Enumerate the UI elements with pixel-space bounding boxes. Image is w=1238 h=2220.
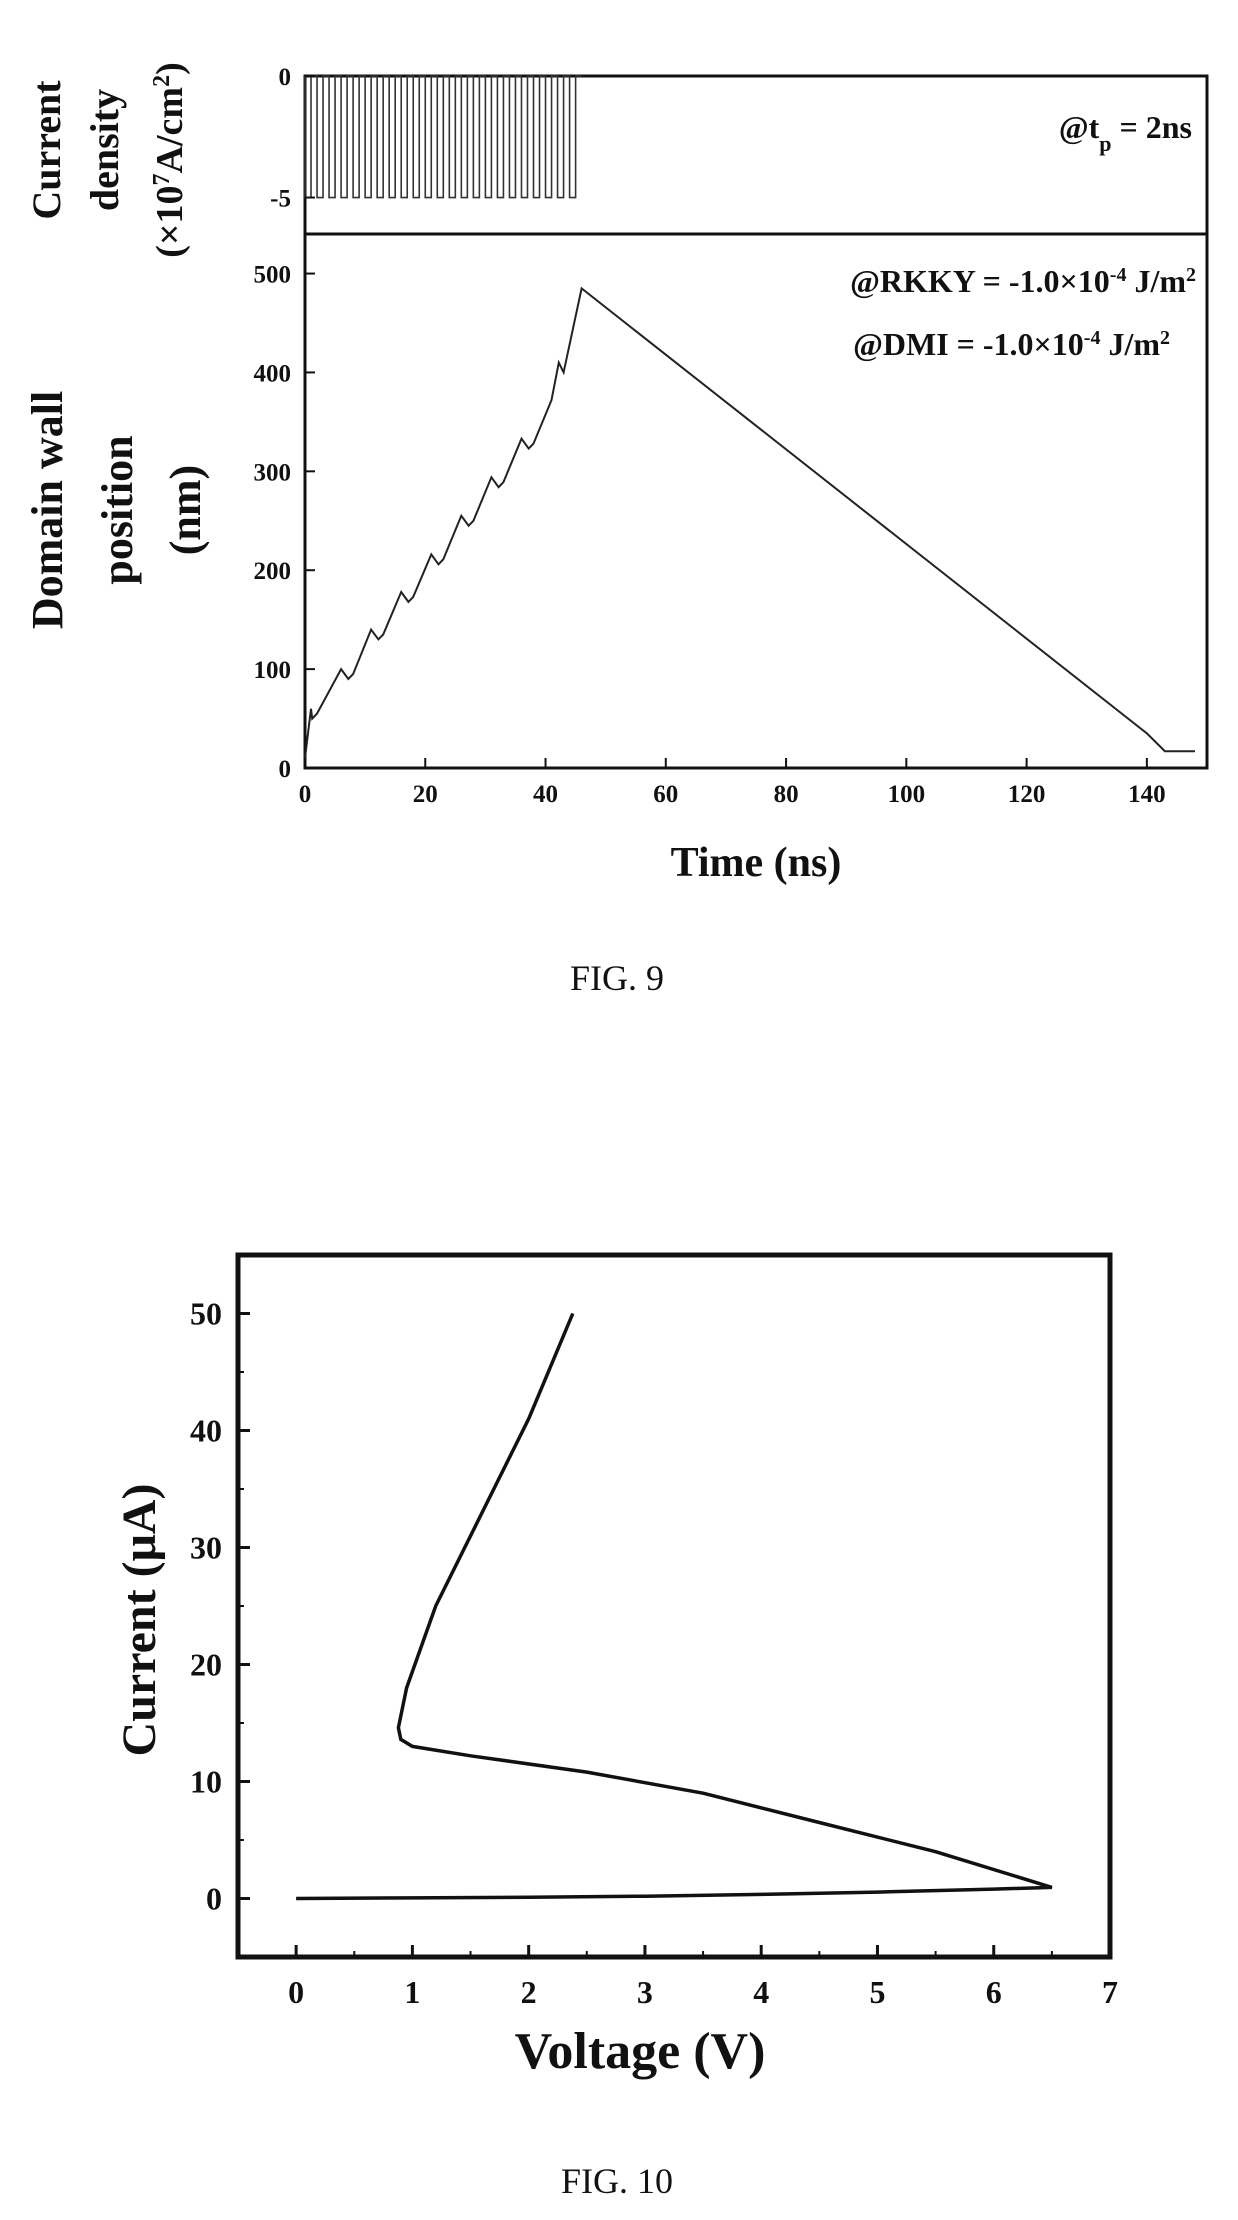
fig10-iv-curve xyxy=(296,1312,1053,1901)
fig9-top-ytick-label: 0 xyxy=(279,64,292,91)
fig10-xtick-label: 5 xyxy=(869,1974,885,2010)
fig9-bottom-panel: 0 20 40 60 80 100 120 140 0 100 200 300 400 500 @RKK… xyxy=(254,232,1209,808)
fig9-ytick-label: 100 xyxy=(254,657,292,684)
fig10-xtick-label: 4 xyxy=(753,1974,769,2010)
fig9-bottom-frame xyxy=(303,232,1209,770)
fig9-xtick-label: 40 xyxy=(533,781,558,808)
fig9-xtick-label: 80 xyxy=(774,781,799,808)
fig10-xtick-label: 2 xyxy=(521,1974,537,2010)
fig9-top-frame xyxy=(303,74,1209,236)
fig9-ytick-label: 0 xyxy=(279,756,292,783)
fig9-xtick-label: 100 xyxy=(888,781,926,808)
fig10-ytick-label: 0 xyxy=(206,1881,222,1917)
fig9-top-panel: 0 -5 @tp = 2ns xyxy=(270,64,1209,236)
fig10-xtick-label: 1 xyxy=(404,1974,420,2010)
fig9-xtick-label: 120 xyxy=(1008,781,1046,808)
fig9-caption: FIG. 9 xyxy=(570,958,664,998)
fig9-top-ylabel-line2: density xyxy=(82,89,127,211)
fig10-caption: FIG. 10 xyxy=(561,2161,673,2201)
fig9-bottom-ylabel-line3: (nm) xyxy=(161,465,210,555)
fig9-ytick-label: 500 xyxy=(254,262,292,289)
fig9-xtick-label: 60 xyxy=(653,781,678,808)
fig9-bottom-ylabel-line1: Domain wall xyxy=(23,391,72,629)
fig10-ylabel: Current (μA) xyxy=(113,1484,166,1757)
fig9-ytick-label: 400 xyxy=(254,360,292,387)
fig10-ytick-label: 40 xyxy=(190,1413,222,1449)
fig9-annotation-dmi: @DMI = -1.0×10-4 J/m2 xyxy=(853,326,1170,362)
fig10-ytick-label: 20 xyxy=(190,1647,222,1683)
fig9-top-annotation: @tp = 2ns xyxy=(1059,109,1192,156)
fig9-xlabel: Time (ns) xyxy=(671,840,842,886)
fig10-frame xyxy=(235,1252,1113,1960)
fig9-domain-wall-line xyxy=(304,286,1195,759)
fig9-xtick-label: 20 xyxy=(413,781,438,808)
fig10-ytick-label: 50 xyxy=(190,1296,222,1332)
fig10-xtick-label: 7 xyxy=(1102,1974,1118,2010)
fig9-current-pulse-train xyxy=(304,75,582,199)
fig9-top-ytick-label: -5 xyxy=(270,186,291,213)
fig9-bottom-ylabel-line2: position xyxy=(93,435,142,584)
fig10-xlabel: Voltage (V) xyxy=(515,2023,766,2080)
fig9-xtick-label: 140 xyxy=(1128,781,1166,808)
fig9-top-ylabel-line3: (×107A/cm2) xyxy=(149,62,191,258)
fig10-xtick-label: 3 xyxy=(637,1974,653,2010)
fig9-top-ylabel-line1: Current xyxy=(24,80,69,220)
fig9-ytick-label: 300 xyxy=(254,459,292,486)
fig9-annotation-rkky: @RKKY = -1.0×10-4 J/m2 xyxy=(850,263,1196,299)
fig9-xtick-label: 0 xyxy=(299,781,312,808)
fig10-xtick-label: 6 xyxy=(986,1974,1002,2010)
fig10-ytick-label: 10 xyxy=(190,1764,222,1800)
fig10-xtick-label: 0 xyxy=(288,1974,304,2010)
fig10-ytick-label: 30 xyxy=(190,1530,222,1566)
fig10-panel: 0 1 2 3 4 5 6 7 0 10 20 30 40 50 xyxy=(190,1252,1118,2010)
fig9-ytick-label: 200 xyxy=(254,558,292,585)
